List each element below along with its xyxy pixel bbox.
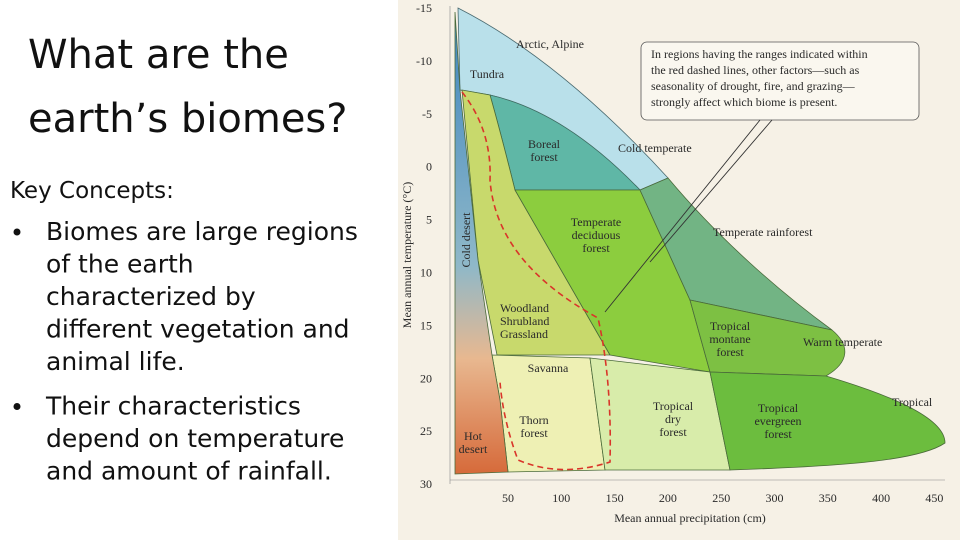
- zone-label: Cold temperate: [618, 141, 692, 155]
- note-line: the red dashed lines, other factors—such…: [651, 63, 860, 77]
- x-tick-label: 150: [606, 491, 624, 505]
- tropical-evergreen-region: [709, 371, 946, 471]
- note-box: [640, 41, 920, 121]
- y-tick-label: 15: [420, 318, 432, 332]
- biome-label: Tropical: [758, 401, 799, 415]
- y-tick-label: -5: [422, 107, 432, 121]
- bullet-dot: [13, 403, 21, 410]
- note-line: strongly affect which biome is present.: [651, 95, 837, 109]
- biome-label: montane: [709, 332, 750, 346]
- x-tick-label: 450: [925, 491, 943, 505]
- y-tick-label: 5: [426, 213, 432, 227]
- biome-label: deciduous: [572, 228, 621, 242]
- x-tick-label: 50: [502, 491, 514, 505]
- y-tick-label: -10: [416, 54, 432, 68]
- note-line: seasonality of drought, fire, and grazin…: [651, 79, 856, 93]
- y-tick-label: 30: [420, 477, 432, 491]
- bullet-line: different vegetation and: [46, 315, 350, 344]
- biome-label: forest: [716, 345, 744, 359]
- bullet-line: characterized by: [46, 282, 256, 311]
- note-pointer: [604, 119, 773, 313]
- biome-label: forest: [520, 426, 548, 440]
- dashed-boundary: [461, 91, 612, 471]
- biome-label: Arctic, Alpine: [516, 37, 584, 51]
- desert-region: [454, 11, 509, 475]
- biome-label: Boreal: [528, 137, 561, 151]
- biome-label: Temperate: [571, 215, 621, 229]
- biome-regions: [454, 7, 946, 475]
- biome-label: forest: [530, 150, 558, 164]
- biome-label: Tundra: [470, 67, 505, 81]
- bullet-dot: [13, 228, 21, 236]
- x-tick-label: 100: [552, 491, 570, 505]
- temperate-rainforest-region: [639, 177, 833, 331]
- biome-label: forest: [659, 425, 687, 439]
- bullet-line: depend on temperature: [46, 424, 344, 453]
- y-tick-label: 10: [420, 266, 432, 280]
- biome-label: forest: [582, 241, 610, 255]
- biome-label: Cold desert: [459, 212, 473, 268]
- zone-label: Warm temperate: [803, 335, 882, 349]
- y-tick-label: 25: [420, 424, 432, 438]
- zone-label: Temperate rainforest: [713, 225, 813, 239]
- bullet-line: and amount of rainfall.: [46, 457, 332, 486]
- biome-label: desert: [459, 442, 488, 456]
- x-tick-label: 400: [872, 491, 890, 505]
- x-tick-label: 250: [712, 491, 730, 505]
- bullet-line: of the earth: [46, 250, 194, 279]
- biome-label: Tropical: [710, 319, 751, 333]
- biome-label: Tropical: [653, 399, 694, 413]
- zone-label: Tropical: [892, 395, 933, 409]
- x-tick-label: 300: [766, 491, 784, 505]
- subheading: Key Concepts:: [10, 178, 174, 204]
- biome-label: Grassland: [500, 327, 548, 341]
- slide-title: What are the: [28, 32, 289, 78]
- bullet-line: animal life.: [46, 347, 185, 376]
- biome-label: evergreen: [754, 414, 801, 428]
- biome-label: Savanna: [528, 361, 569, 375]
- bullet-line: Their characteristics: [45, 392, 301, 421]
- woodland-region: [461, 89, 611, 356]
- note-line: In regions having the ranges indicated w…: [651, 47, 868, 61]
- y-tick-label: 0: [426, 160, 432, 174]
- biome-label: Thorn: [519, 413, 548, 427]
- x-tick-label: 200: [659, 491, 677, 505]
- tropical-dry-region: [589, 357, 731, 471]
- y-tick-label: 20: [420, 371, 432, 385]
- biome-label: Shrubland: [500, 314, 549, 328]
- text-layer: What are the earth’s biomes? Key Concepts:…: [10, 1, 943, 525]
- x-axis-title: Mean annual precipitation (cm): [614, 511, 766, 525]
- x-tick-label: 350: [819, 491, 837, 505]
- y-tick-label: -15: [416, 1, 432, 15]
- biome-label: forest: [764, 427, 792, 441]
- y-axis-title: Mean annual temperature (°C): [400, 182, 414, 328]
- slide-title: earth’s biomes?: [28, 96, 348, 142]
- biome-label: dry: [665, 412, 681, 426]
- biome-label: Woodland: [500, 301, 549, 315]
- biome-label: Hot: [464, 429, 483, 443]
- bullet-line: Biomes are large regions: [46, 217, 358, 246]
